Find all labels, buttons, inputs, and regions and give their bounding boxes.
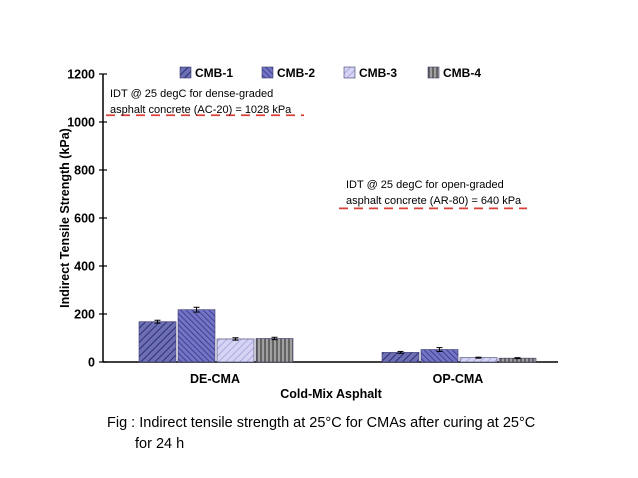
figure-caption: Fig : Indirect tensile strength at 25°C … <box>107 413 567 455</box>
reference-label: IDT @ 25 degC for dense-graded <box>110 88 273 100</box>
y-tick-label: 0 <box>88 356 95 370</box>
legend-swatch-cmb-2 <box>261 66 274 79</box>
x-axis-label: Cold-Mix Asphalt <box>280 387 382 401</box>
reference-label: asphalt concrete (AR-80) = 640 kPa <box>346 195 522 207</box>
y-tick-label: 800 <box>74 164 95 178</box>
legend-label: CMB-2 <box>277 66 315 80</box>
y-tick-label: 1200 <box>67 68 95 82</box>
caption-line-1: Fig : Indirect tensile strength at 25°C … <box>107 415 536 431</box>
y-tick-label: 400 <box>74 260 95 274</box>
bar-cmb-1-de-cma <box>138 321 177 363</box>
bar-cmb-4-de-cma <box>255 338 294 363</box>
plot-area: 0 200 400 600 800 1000 1200 DE-CMA OP-CMA IDT @ 2… <box>67 66 558 386</box>
bar-cmb-2-de-cma <box>177 309 216 363</box>
y-tick-label: 1000 <box>67 116 95 130</box>
x-category-label: DE-CMA <box>190 372 240 386</box>
caption-line-2: for 24 h <box>135 436 185 452</box>
reference-label: asphalt concrete (AC-20) = 1028 kPa <box>110 104 292 116</box>
y-axis-label: Indirect Tensile Strength (kPa) <box>58 128 72 308</box>
legend-swatch-cmb-4 <box>427 66 440 79</box>
legend-label: CMB-1 <box>195 66 233 80</box>
bar-chart: 0 200 400 600 800 1000 1200 DE-CMA OP-CMA IDT @ 2… <box>58 66 558 401</box>
legend-label: CMB-3 <box>359 66 397 80</box>
y-tick-label: 600 <box>74 212 95 226</box>
legend-label: CMB-4 <box>443 66 481 80</box>
legend-swatch-cmb-1 <box>179 66 192 79</box>
legend-swatch-cmb-3 <box>343 66 356 79</box>
reference-label: IDT @ 25 degC for open-graded <box>346 179 504 191</box>
bar-cmb-3-de-cma <box>216 338 255 363</box>
x-category-label: OP-CMA <box>433 372 484 386</box>
y-tick-label: 200 <box>74 308 95 322</box>
